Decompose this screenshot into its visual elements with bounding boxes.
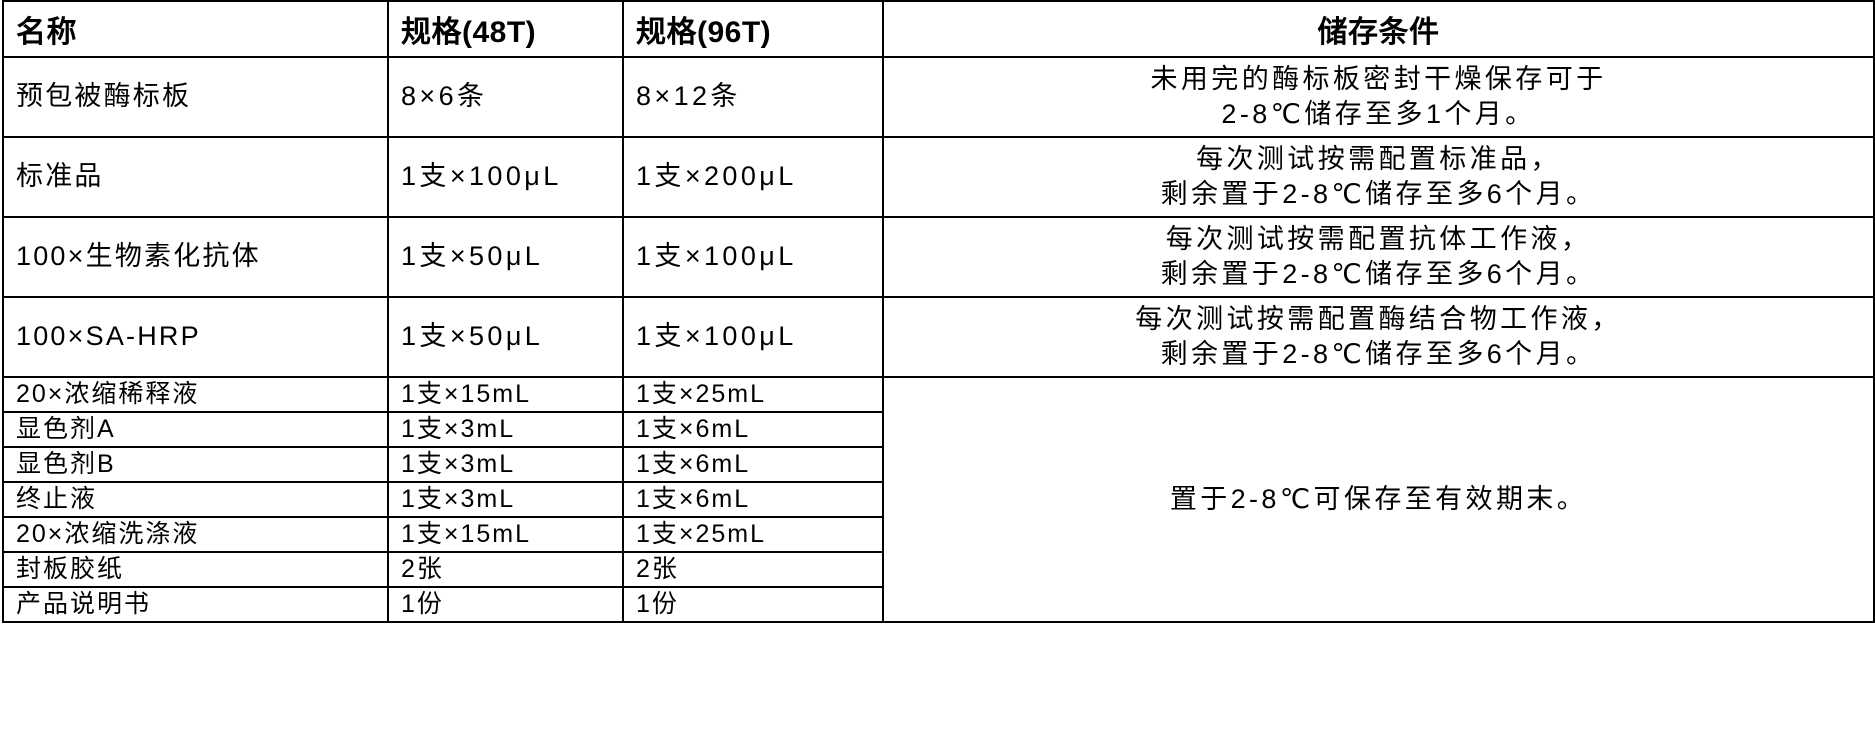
cell-storage-condition: 每次测试按需配置酶结合物工作液， 剩余置于2-8℃储存至多6个月。 [882, 296, 1875, 378]
cell-spec-96t: 1支×100μL [622, 296, 884, 378]
cell-component-name: 20×浓缩洗涤液 [2, 516, 389, 553]
cell-spec-96t: 1支×6mL [622, 481, 884, 518]
cell-spec-96t: 1支×6mL [622, 446, 884, 483]
cell-component-name: 100×生物素化抗体 [2, 216, 389, 298]
column-header-spec-96t: 规格(96T) [622, 0, 884, 58]
cell-spec-96t: 2张 [622, 551, 884, 588]
cell-storage-condition: 每次测试按需配置抗体工作液， 剩余置于2-8℃储存至多6个月。 [882, 216, 1875, 298]
cell-spec-48t: 1支×100μL [387, 136, 624, 218]
cell-storage-condition-merged: 置于2-8℃可保存至有效期末。 [882, 376, 1875, 623]
cell-spec-96t: 1支×25mL [622, 376, 884, 413]
table-row: 标准品 1支×100μL 1支×200μL 每次测试按需配置标准品， 剩余置于2… [2, 136, 1875, 218]
table-row: 20×浓缩洗涤液 1支×15mL 1支×25mL [2, 516, 1874, 553]
cell-component-name: 20×浓缩稀释液 [2, 376, 389, 413]
cell-storage-condition: 每次测试按需配置标准品， 剩余置于2-8℃储存至多6个月。 [882, 136, 1875, 218]
cell-spec-96t: 1支×6mL [622, 411, 884, 448]
table-row: 封板胶纸 2张 2张 [2, 551, 1874, 588]
cell-component-name: 显色剂A [2, 411, 389, 448]
cell-spec-48t: 2张 [387, 551, 624, 588]
cell-component-name: 显色剂B [2, 446, 389, 483]
table-row: 20×浓缩稀释液 1支×15mL 1支×25mL 置于2-8℃可保存至有效期末。 [2, 376, 1875, 623]
cell-spec-48t: 1支×15mL [387, 376, 624, 413]
cell-spec-96t: 1支×25mL [622, 516, 884, 553]
cell-component-name: 封板胶纸 [2, 551, 389, 588]
table-row: 显色剂A 1支×3mL 1支×6mL [2, 411, 1874, 448]
table-row: 100×生物素化抗体 1支×50μL 1支×100μL 每次测试按需配置抗体工作… [2, 216, 1875, 298]
cell-spec-96t: 1支×100μL [622, 216, 884, 298]
cell-component-name: 100×SA-HRP [2, 296, 389, 378]
table-row: 预包被酶标板 8×6条 8×12条 未用完的酶标板密封干燥保存可于 2-8℃储存… [2, 56, 1875, 138]
reagent-kit-components-table: 名称 规格(48T) 规格(96T) 储存条件 预包被酶标板 8×6条 8×12… [2, 0, 1875, 623]
cell-spec-48t: 1支×3mL [387, 411, 624, 448]
column-header-spec-48t: 规格(48T) [387, 0, 624, 58]
table-header-row: 名称 规格(48T) 规格(96T) 储存条件 [2, 0, 1875, 58]
column-header-storage-conditions: 储存条件 [882, 0, 1875, 58]
cell-component-name: 标准品 [2, 136, 389, 218]
cell-spec-96t: 1份 [622, 586, 884, 623]
cell-component-name: 预包被酶标板 [2, 56, 389, 138]
cell-spec-48t: 1支×50μL [387, 296, 624, 378]
cell-spec-48t: 1支×15mL [387, 516, 624, 553]
cell-spec-48t: 1份 [387, 586, 624, 623]
cell-spec-48t: 1支×50μL [387, 216, 624, 298]
cell-spec-48t: 1支×3mL [387, 446, 624, 483]
table-row: 产品说明书 1份 1份 [2, 586, 1874, 623]
table-row: 100×SA-HRP 1支×50μL 1支×100μL 每次测试按需配置酶结合物… [2, 296, 1875, 378]
cell-spec-96t: 8×12条 [622, 56, 884, 138]
table-row: 显色剂B 1支×3mL 1支×6mL [2, 446, 1874, 483]
cell-component-name: 终止液 [2, 481, 389, 518]
cell-spec-96t: 1支×200μL [622, 136, 884, 218]
cell-storage-condition: 未用完的酶标板密封干燥保存可于 2-8℃储存至多1个月。 [882, 56, 1875, 138]
column-header-name: 名称 [2, 0, 389, 58]
cell-component-name: 产品说明书 [2, 586, 389, 623]
table-row: 终止液 1支×3mL 1支×6mL [2, 481, 1874, 518]
cell-spec-48t: 8×6条 [387, 56, 624, 138]
cell-spec-48t: 1支×3mL [387, 481, 624, 518]
